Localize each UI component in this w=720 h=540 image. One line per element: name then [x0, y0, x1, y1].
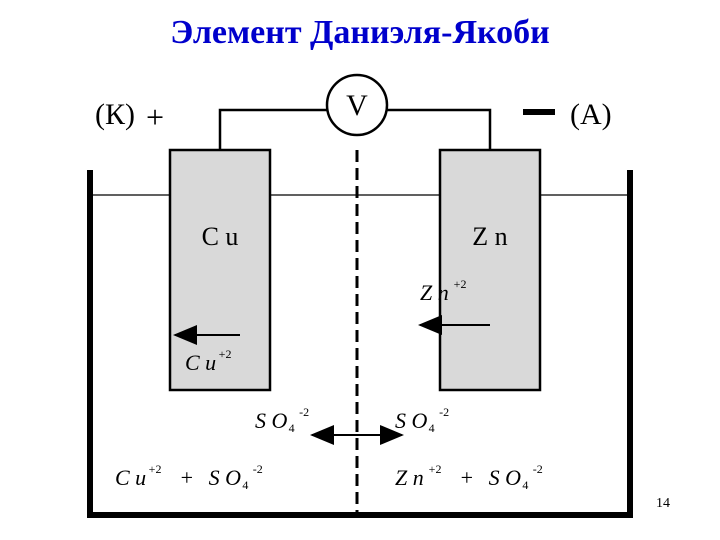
- daniel-cell-diagram: V+C uZ nC u+2Z n+2S O4-2S O4-2C u+2+S O4…: [0, 0, 720, 540]
- svg-text:+2: +2: [454, 277, 467, 291]
- svg-text:4: 4: [289, 421, 295, 435]
- svg-text:-2: -2: [253, 462, 263, 476]
- svg-text:S O: S O: [489, 465, 522, 490]
- svg-text:4: 4: [242, 478, 248, 492]
- svg-text:4: 4: [522, 478, 528, 492]
- svg-text:+: +: [461, 465, 473, 490]
- svg-text:+2: +2: [149, 462, 162, 476]
- svg-text:C u: C u: [115, 465, 146, 490]
- svg-text:V: V: [346, 89, 368, 122]
- svg-text:+: +: [146, 99, 164, 135]
- svg-text:+2: +2: [219, 347, 232, 361]
- svg-text:+: +: [181, 465, 193, 490]
- svg-text:Z n: Z n: [395, 465, 424, 490]
- svg-text:-2: -2: [439, 405, 449, 419]
- svg-text:-2: -2: [533, 462, 543, 476]
- svg-text:-2: -2: [299, 405, 309, 419]
- svg-text:S O: S O: [209, 465, 242, 490]
- svg-text:Z n: Z n: [472, 222, 507, 251]
- svg-text:C u: C u: [202, 222, 239, 251]
- svg-text:Z n: Z n: [420, 280, 449, 305]
- svg-text:S O: S O: [255, 408, 288, 433]
- svg-text:S O: S O: [395, 408, 428, 433]
- svg-text:4: 4: [429, 421, 435, 435]
- svg-text:+2: +2: [429, 462, 442, 476]
- svg-text:C u: C u: [185, 350, 216, 375]
